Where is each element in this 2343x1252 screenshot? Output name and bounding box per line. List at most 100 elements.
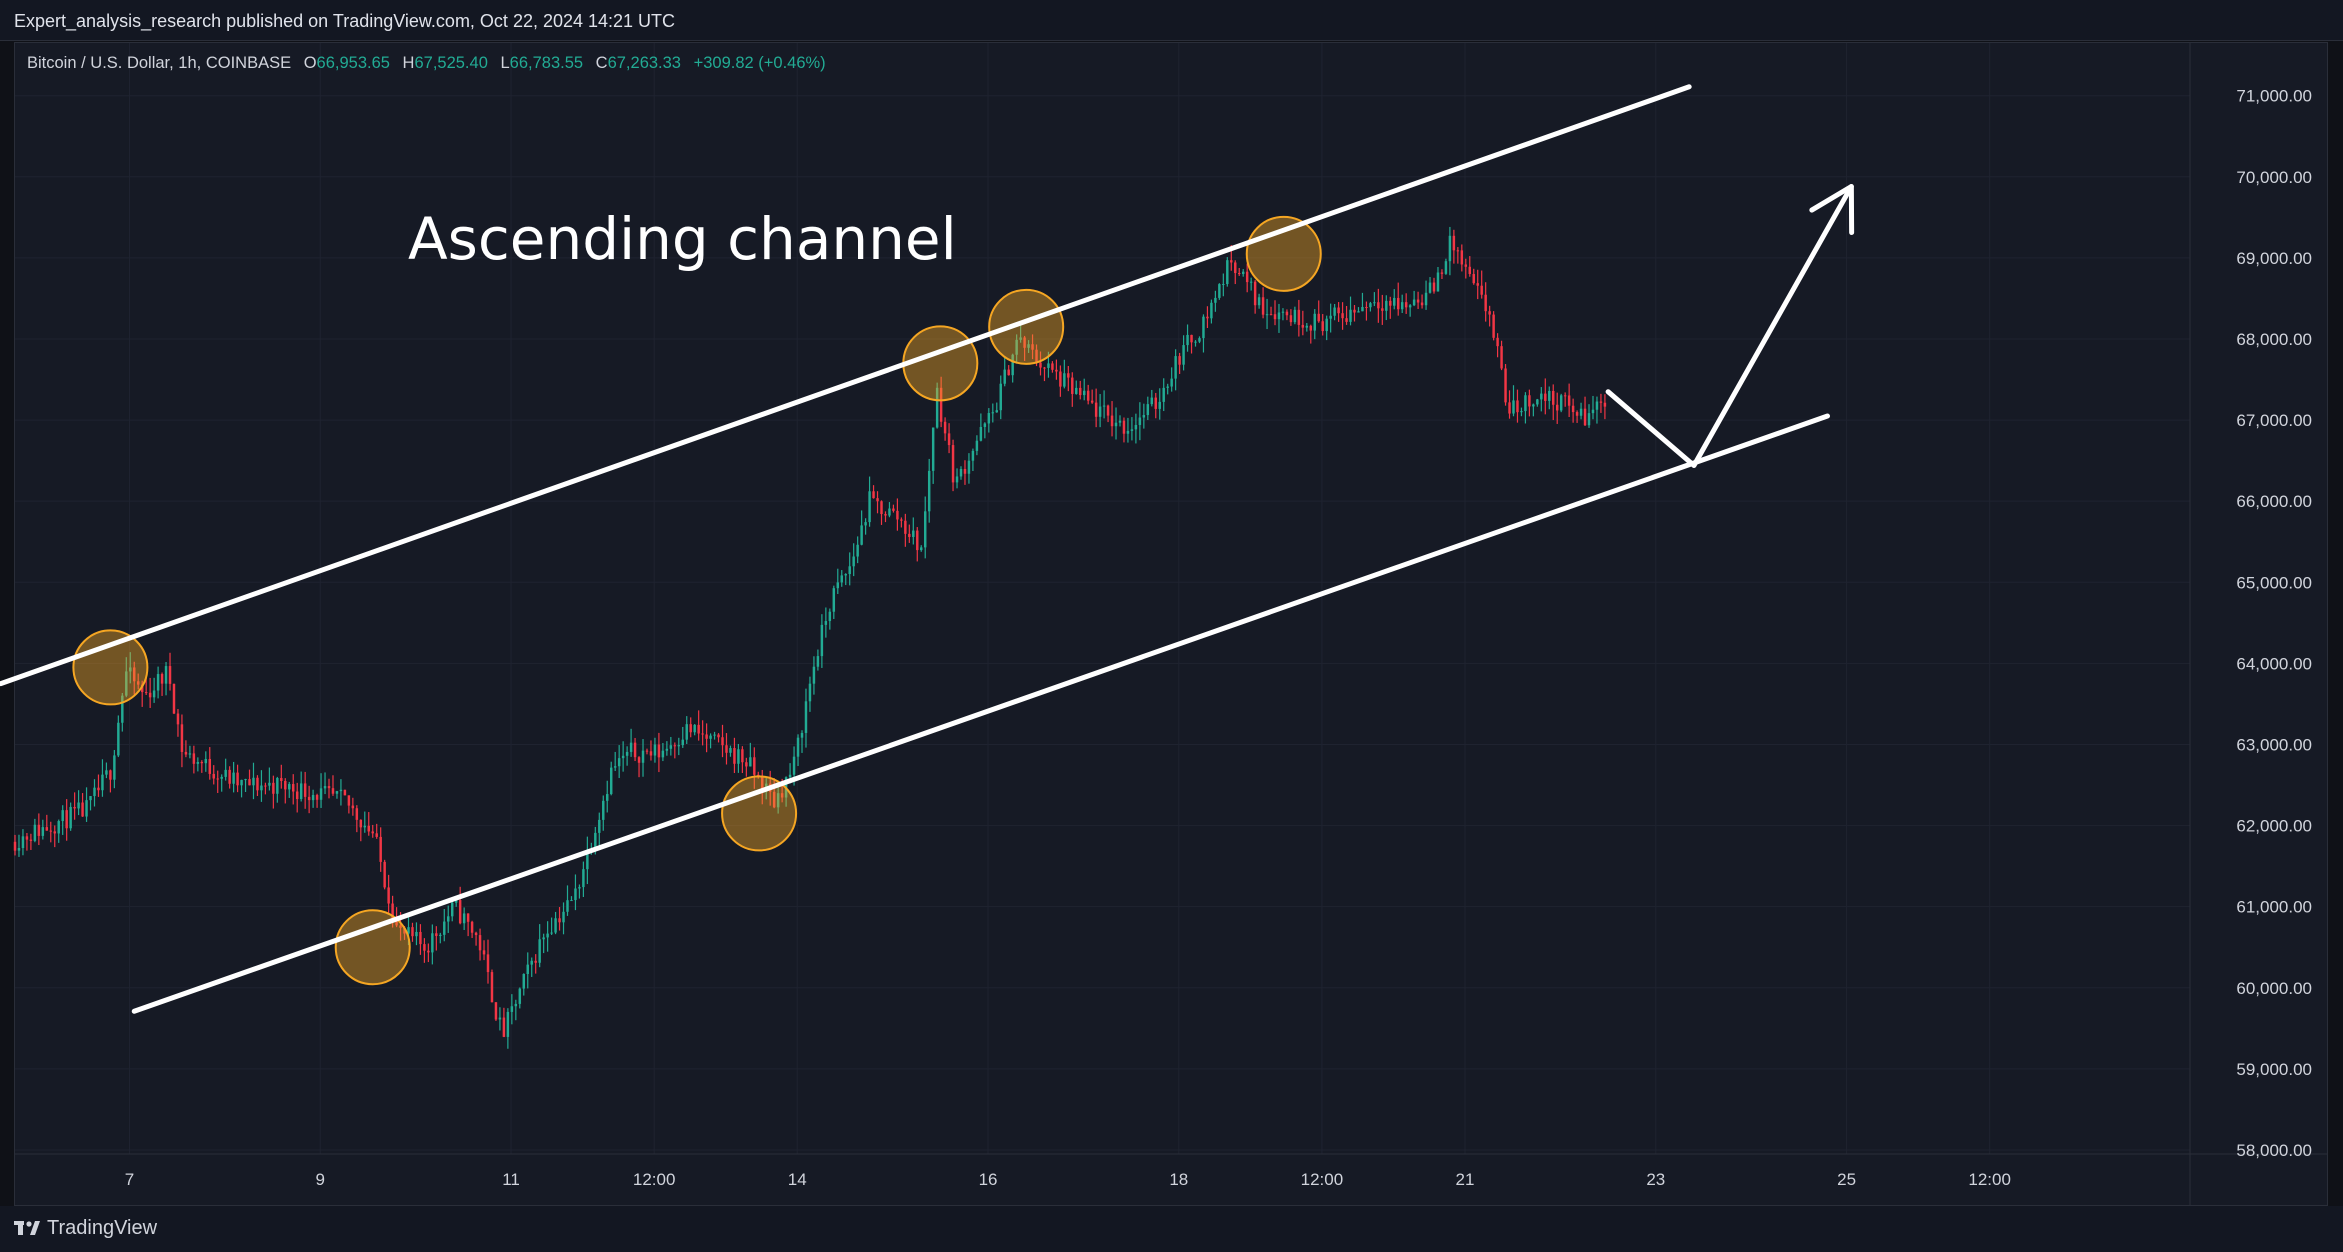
candle-body <box>542 937 545 940</box>
candle-body <box>1122 420 1126 434</box>
candle-body <box>864 522 867 526</box>
candle-body <box>653 744 657 756</box>
candle-body <box>462 913 466 924</box>
candle-body <box>689 724 692 733</box>
candle-body <box>1146 404 1150 416</box>
channel-touch-marker[interactable] <box>988 288 1065 365</box>
candle-body <box>1393 297 1396 306</box>
candle-body <box>840 575 843 583</box>
candle-body <box>1420 302 1424 306</box>
candle-body <box>1110 415 1114 427</box>
candle-body <box>1396 297 1400 310</box>
candle-body <box>900 519 903 521</box>
candle-body <box>514 1003 518 1007</box>
candle-body <box>148 692 152 698</box>
candle-body <box>856 544 859 557</box>
candle-body <box>319 788 323 800</box>
candle-body <box>804 701 808 733</box>
candle-body <box>709 735 712 739</box>
candle-body <box>701 733 704 735</box>
projection-arrow-head[interactable] <box>1809 184 1855 236</box>
candle-body <box>1138 417 1142 425</box>
candle-body <box>1476 283 1479 286</box>
candle-body <box>33 824 37 841</box>
candle-body <box>1067 373 1070 378</box>
legend-close-label: C <box>595 54 608 72</box>
candle-body <box>550 932 553 934</box>
candle-body <box>1043 367 1046 369</box>
channel-touch-marker[interactable] <box>334 909 411 986</box>
candle-body <box>812 666 816 684</box>
price-axis-label: 68,000.00 <box>2236 330 2312 349</box>
candle-body <box>403 927 406 934</box>
candle-body <box>617 758 621 767</box>
candle-body <box>248 779 251 786</box>
legend-open-value: 66,953.65 <box>316 54 390 72</box>
upper-channel-line[interactable] <box>0 84 1692 687</box>
candle-body <box>1226 260 1229 285</box>
channel-touch-marker[interactable] <box>902 325 979 402</box>
candle-body <box>1575 412 1579 416</box>
candle-body <box>57 821 60 834</box>
candle-body <box>594 832 597 850</box>
time-axis-label: 11 <box>502 1170 520 1189</box>
candle-body <box>395 921 398 926</box>
candle-body <box>868 491 871 523</box>
candle-body <box>860 525 863 545</box>
candle-body <box>21 836 25 848</box>
candle-body <box>69 806 72 829</box>
candle-body <box>1238 273 1241 275</box>
candle-body <box>343 789 347 796</box>
candle-body <box>923 511 927 548</box>
candle-body <box>574 888 577 901</box>
candle-body <box>526 964 529 975</box>
candle-body <box>844 574 847 576</box>
candle-body <box>1540 393 1543 400</box>
candle-body <box>1106 405 1110 416</box>
candle-body <box>1404 302 1408 308</box>
candle-body <box>1210 302 1213 319</box>
candle-body <box>1182 345 1185 365</box>
annotation-label[interactable]: Ascending channel <box>408 205 957 273</box>
candle-body <box>65 810 68 829</box>
candle-body <box>1579 408 1583 416</box>
candle-body <box>1504 368 1507 403</box>
channel-touch-marker[interactable] <box>72 629 149 706</box>
candle-body <box>757 774 760 776</box>
candle-body <box>1400 302 1404 310</box>
candle-body <box>792 756 796 775</box>
candle-body <box>1468 266 1472 275</box>
candle-body <box>17 847 21 851</box>
candle-body <box>582 869 585 888</box>
candle-body <box>705 734 708 739</box>
projection-path[interactable] <box>1605 184 1854 469</box>
price-axis-label: 63,000.00 <box>2236 735 2312 754</box>
time-axis-label: 18 <box>1169 1170 1188 1189</box>
candle-body <box>200 762 204 764</box>
candle-body <box>1516 400 1519 413</box>
tradingview-logo[interactable]: TradingView <box>14 1214 157 1242</box>
candle-body <box>776 793 780 808</box>
candle-body <box>1249 281 1253 283</box>
channel-touch-marker[interactable] <box>721 775 798 852</box>
candle-body <box>339 789 343 792</box>
candle-body <box>1023 337 1026 348</box>
publish-bar: Expert_analysis_research published on Tr… <box>0 0 2343 41</box>
candle-body <box>645 750 649 752</box>
candle-body <box>1245 271 1249 283</box>
candle-body <box>1142 415 1146 418</box>
candle-body <box>204 758 208 764</box>
candle-body <box>224 769 227 777</box>
candle-body <box>498 1017 502 1020</box>
candle-body <box>681 739 684 746</box>
candle-body <box>478 935 482 951</box>
lower-channel-line[interactable] <box>131 413 1830 1014</box>
candle-body <box>1329 315 1332 319</box>
candle-body <box>1293 309 1297 323</box>
candle-body <box>733 748 736 764</box>
candle-body <box>1361 306 1364 312</box>
candle-body <box>1444 261 1448 274</box>
chart-pane[interactable] <box>14 42 2328 1206</box>
candle-body <box>288 784 291 790</box>
